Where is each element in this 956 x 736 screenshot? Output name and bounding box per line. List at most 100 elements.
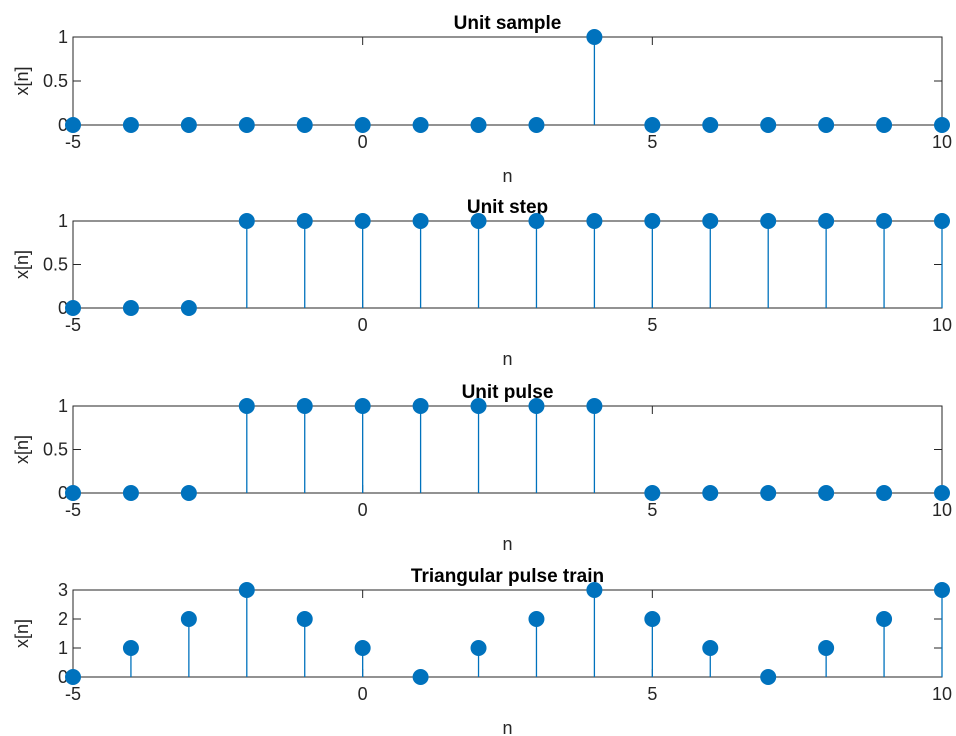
stem-marker: [934, 582, 950, 598]
stem-marker: [412, 669, 429, 685]
x-tick-label: 10: [932, 684, 952, 704]
stem-marker: [702, 640, 719, 656]
stem-marker: [122, 117, 139, 133]
stem-marker: [760, 669, 777, 685]
stem-marker: [65, 117, 81, 133]
stem-marker: [470, 640, 487, 656]
stem-marker: [818, 640, 835, 656]
stem-marker: [354, 640, 371, 656]
stem-marker: [180, 485, 197, 501]
y-tick-label: 1: [58, 638, 68, 658]
x-tick-label: 0: [358, 315, 368, 335]
stem-marker: [65, 300, 81, 316]
x-tick-label: 5: [647, 132, 657, 152]
y-axis-label: x[n]: [12, 619, 32, 648]
stem-marker: [180, 611, 197, 627]
stem-marker: [760, 213, 777, 229]
stem-marker: [528, 611, 545, 627]
y-tick-label: 0: [58, 483, 68, 503]
y-axis-label: x[n]: [12, 435, 32, 464]
x-axis-label: n: [502, 166, 512, 186]
stem-marker: [122, 640, 139, 656]
stem-marker: [180, 300, 197, 316]
y-tick-label: 0: [58, 667, 68, 687]
stem-marker: [412, 117, 429, 133]
stem-marker: [238, 582, 255, 598]
stem-marker: [586, 29, 603, 45]
stem-marker: [702, 213, 719, 229]
stem-marker: [354, 398, 371, 414]
stem-marker: [760, 485, 777, 501]
stem-marker: [644, 213, 661, 229]
stem-marker: [876, 485, 893, 501]
stem-marker: [470, 213, 487, 229]
x-tick-label: 5: [647, 684, 657, 704]
axes-box: [72, 405, 943, 494]
x-tick-label: -5: [65, 684, 81, 704]
stem-marker: [702, 485, 719, 501]
chart-title: Unit step: [467, 197, 548, 218]
x-axis-label: n: [502, 718, 512, 736]
y-tick-label: 1: [58, 27, 68, 47]
y-tick-label: 1: [58, 211, 68, 231]
y-tick-label: 2: [58, 609, 68, 629]
stem-marker: [296, 611, 313, 627]
stem-marker: [354, 213, 371, 229]
stem-marker: [818, 117, 835, 133]
x-tick-label: 10: [932, 132, 952, 152]
stem-marker: [470, 398, 487, 414]
stem-marker: [65, 485, 81, 501]
stem-marker: [180, 117, 197, 133]
chart-title: Unit pulse: [462, 382, 554, 403]
stem-marker: [934, 213, 950, 229]
stem-marker: [354, 117, 371, 133]
x-tick-label: 5: [647, 500, 657, 520]
stem-marker: [644, 485, 661, 501]
stem-marker: [528, 117, 545, 133]
stem-marker: [528, 213, 545, 229]
stem-marker: [934, 117, 950, 133]
y-tick-label: 1: [58, 396, 68, 416]
stem-marker: [876, 611, 893, 627]
x-axis-label: n: [502, 534, 512, 554]
stem-marker: [296, 117, 313, 133]
y-tick-label: 0: [58, 298, 68, 318]
stem-marker: [818, 213, 835, 229]
x-tick-label: 5: [647, 315, 657, 335]
y-tick-label: 0.5: [43, 440, 68, 460]
y-axis-label: x[n]: [12, 250, 32, 279]
x-tick-label: 0: [358, 132, 368, 152]
stem-marker: [586, 398, 603, 414]
stem-marker: [760, 117, 777, 133]
stem-marker: [238, 398, 255, 414]
y-tick-label: 0: [58, 115, 68, 135]
stem-marker: [644, 117, 661, 133]
axes-box: [72, 589, 943, 678]
x-tick-label: -5: [65, 315, 81, 335]
stem-marker: [702, 117, 719, 133]
x-axis-label: n: [502, 349, 512, 369]
stem-marker: [412, 213, 429, 229]
x-tick-label: 0: [358, 684, 368, 704]
y-tick-label: 0.5: [43, 255, 68, 275]
stem-marker: [412, 398, 429, 414]
chart-title: Unit sample: [454, 13, 562, 34]
stem-marker: [65, 669, 81, 685]
stem-marker: [296, 213, 313, 229]
y-tick-label: 0.5: [43, 71, 68, 91]
stem-marker: [470, 117, 487, 133]
x-tick-label: -5: [65, 500, 81, 520]
stem-marker: [818, 485, 835, 501]
stem-marker: [934, 485, 950, 501]
stem-marker: [122, 485, 139, 501]
y-axis-label: x[n]: [12, 66, 32, 95]
stem-marker: [586, 213, 603, 229]
axes-box: [72, 220, 943, 309]
x-tick-label: 0: [358, 500, 368, 520]
x-tick-label: -5: [65, 132, 81, 152]
stem-marker: [122, 300, 139, 316]
x-tick-label: 10: [932, 500, 952, 520]
chart-title: Triangular pulse train: [411, 566, 604, 587]
stem-marker: [238, 213, 255, 229]
